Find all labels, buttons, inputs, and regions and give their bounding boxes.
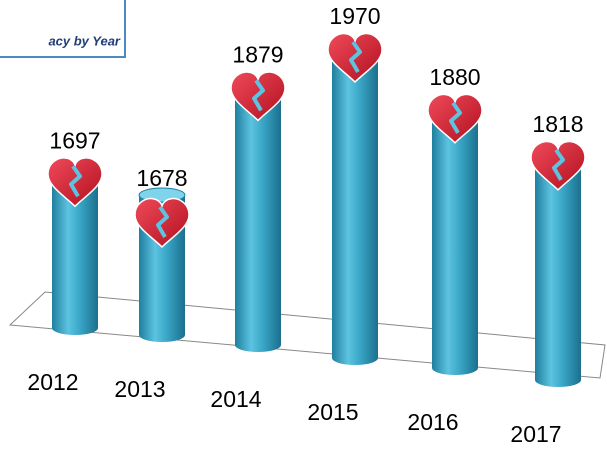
heart-crack bbox=[349, 40, 362, 74]
value-label: 1697 bbox=[49, 127, 100, 153]
bar bbox=[332, 53, 378, 365]
value-label: 1879 bbox=[232, 41, 283, 67]
value-label: 1970 bbox=[329, 3, 380, 29]
floor bbox=[8, 291, 606, 379]
x-tick-label: 2016 bbox=[407, 409, 458, 435]
bar bbox=[432, 113, 478, 375]
heart-crack bbox=[552, 148, 565, 181]
x-tick-label: 2015 bbox=[307, 399, 358, 425]
x-tick-label: 2014 bbox=[210, 386, 261, 412]
bar-group: 1970 2015 bbox=[307, 3, 383, 425]
bar bbox=[235, 91, 281, 352]
chart-title: acy by Year bbox=[48, 33, 120, 48]
x-tick-label: 2017 bbox=[510, 421, 561, 447]
bar-group: 1818 2017 bbox=[510, 111, 586, 447]
bar-group: 1880 2016 bbox=[407, 64, 483, 435]
value-label: 1818 bbox=[532, 111, 583, 137]
bar-group: 1678 2013 bbox=[114, 165, 190, 402]
bars: 1697 2012 1678 2013 1879 2014 1970 2015 1880 2016… bbox=[27, 3, 586, 447]
bar bbox=[535, 160, 581, 387]
x-tick-label: 2013 bbox=[114, 376, 165, 402]
heart-crack bbox=[69, 165, 82, 198]
value-label: 1678 bbox=[136, 165, 187, 191]
heart-crack bbox=[156, 205, 169, 239]
bar bbox=[52, 177, 98, 335]
title-box bbox=[0, 0, 126, 58]
heart-crack bbox=[449, 101, 462, 134]
x-tick-label: 2012 bbox=[27, 369, 78, 395]
heart-crack bbox=[252, 79, 265, 112]
value-label: 1880 bbox=[429, 64, 480, 90]
bar-group: 1697 2012 bbox=[27, 127, 103, 395]
bar-group: 1879 2014 bbox=[210, 41, 286, 412]
